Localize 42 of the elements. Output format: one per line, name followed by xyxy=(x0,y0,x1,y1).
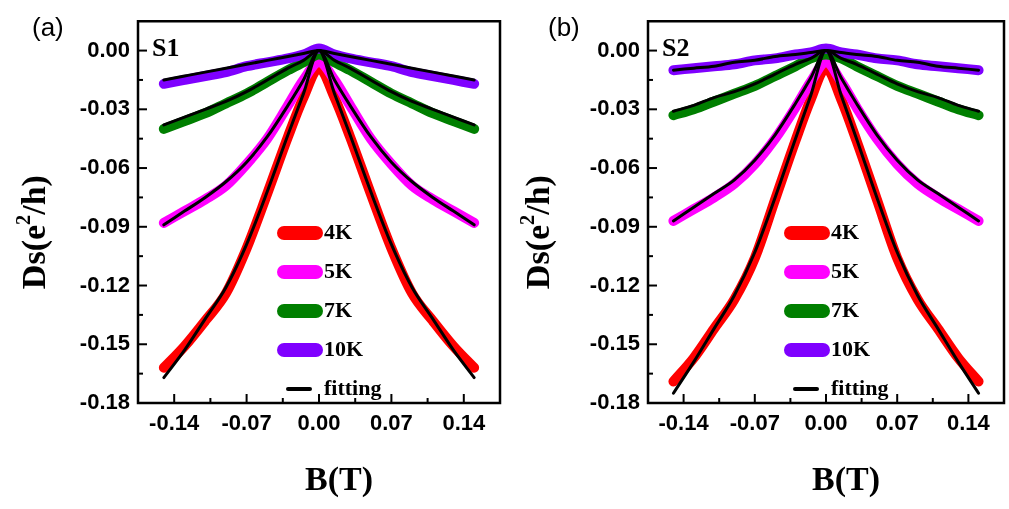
x-tick-label: -0.07 xyxy=(729,410,780,436)
x-tick-label: 0.14 xyxy=(442,410,486,436)
legend-label: 4K xyxy=(324,218,353,244)
x-tick-label: 0.14 xyxy=(946,410,991,436)
x-tick-label: -0.07 xyxy=(221,410,272,436)
x-tick-label: -0.14 xyxy=(658,410,710,436)
y-tick-label: -0.12 xyxy=(589,271,640,297)
y-tick-label: -0.09 xyxy=(79,212,130,238)
legend-label: fitting xyxy=(831,374,889,400)
legend-label: 10K xyxy=(831,335,871,361)
y-tick-label: 0.00 xyxy=(87,36,130,62)
legend-label: 4K xyxy=(831,218,860,244)
x-axis-title: B(T) xyxy=(305,460,373,498)
legend-label: 10K xyxy=(324,335,364,361)
annotation: S1 xyxy=(152,33,180,62)
y-tick-label: -0.03 xyxy=(589,95,640,121)
x-tick-label: 0.07 xyxy=(369,410,413,436)
legend-label: 7K xyxy=(831,296,860,322)
y-tick-label: -0.03 xyxy=(79,95,130,121)
x-axis-title: B(T) xyxy=(812,460,880,498)
y-tick-label: -0.15 xyxy=(79,330,130,356)
y-tick-label: -0.09 xyxy=(589,212,640,238)
y-tick-label: -0.12 xyxy=(79,271,130,297)
legend-label: 5K xyxy=(324,257,353,283)
x-tick-label: -0.14 xyxy=(149,410,201,436)
x-tick-label: 0.00 xyxy=(297,410,341,436)
y-tick-label: -0.18 xyxy=(589,389,640,415)
y-axis-title: Ds(e2/h) xyxy=(515,175,557,290)
x-tick-label: 0.07 xyxy=(875,410,919,436)
y-tick-label: -0.06 xyxy=(79,154,130,180)
chart-title: (a) xyxy=(32,12,64,42)
y-tick-label: 0.00 xyxy=(597,36,640,62)
y-axis-title: Ds(e2/h) xyxy=(11,175,53,290)
annotation: S2 xyxy=(662,33,690,62)
chart-title: (b) xyxy=(548,12,580,42)
y-tick-label: -0.06 xyxy=(589,154,640,180)
y-tick-label: -0.18 xyxy=(79,389,130,415)
legend-label: fitting xyxy=(324,374,382,400)
y-tick-label: -0.15 xyxy=(589,330,640,356)
x-tick-label: 0.00 xyxy=(804,410,848,436)
legend-label: 5K xyxy=(831,257,860,283)
legend-label: 7K xyxy=(324,296,353,322)
